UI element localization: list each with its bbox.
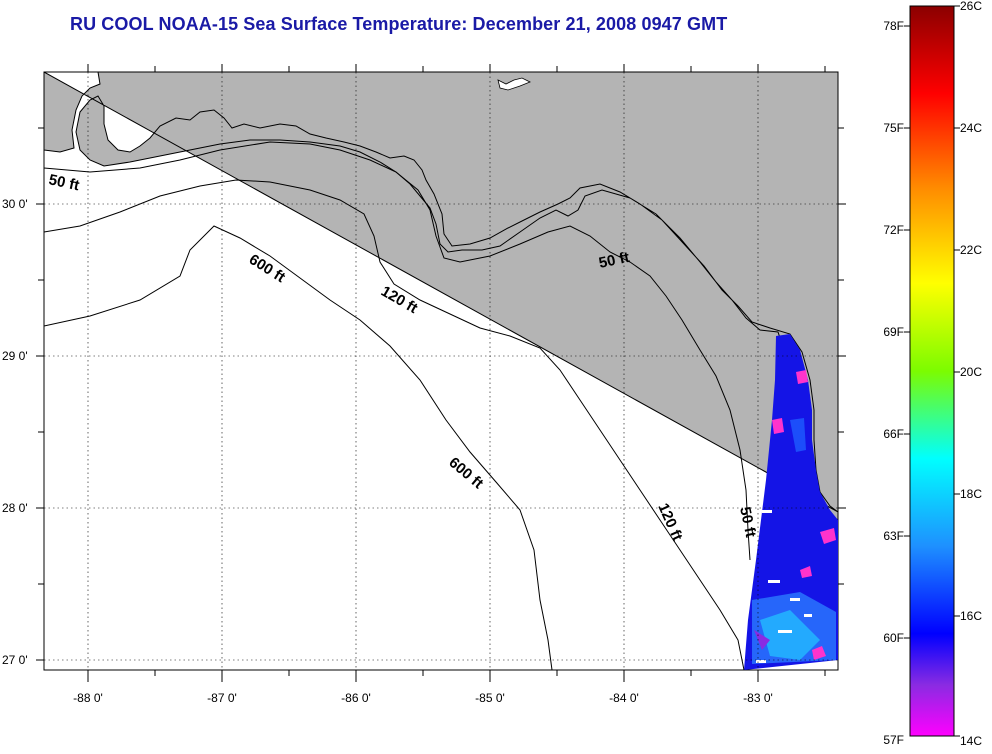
colorbar-f-72: 72F: [883, 223, 904, 237]
colorbar-f-60: 60F: [883, 631, 904, 645]
colorbar-f-78: 78F: [883, 19, 904, 33]
lon-label-85: -85 0': [475, 691, 505, 705]
colorbar-c-24: 24C: [960, 121, 982, 135]
lon-label-84: -84 0': [609, 691, 639, 705]
lat-label-29: 29 0': [2, 349, 28, 363]
lat-label-30: 30 0': [2, 197, 28, 211]
colorbar-f-75: 75F: [883, 121, 904, 135]
contour-label-50ft-north: 50 ft: [597, 249, 631, 272]
axis-ticks: [36, 64, 846, 682]
colorbar-f-57: 57F: [883, 733, 904, 747]
colorbar-c-22: 22C: [960, 243, 982, 257]
contour-50ft: [44, 141, 751, 561]
lat-lon-grid: [44, 72, 838, 670]
colorbar-c-18: 18C: [960, 487, 982, 501]
inland-lake: [497, 77, 531, 91]
colorbar-c-20: 20C: [960, 365, 982, 379]
colorbar-gradient: [909, 5, 955, 737]
land-mass: [44, 72, 838, 521]
colorbar-c-26: 26C: [960, 0, 982, 13]
lon-label-87: -87 0': [207, 691, 237, 705]
map-title: RU COOL NOAA-15 Sea Surface Temperature:…: [70, 14, 728, 34]
lon-label-86: -86 0': [341, 691, 371, 705]
depth-contours: [44, 141, 751, 670]
colorbar-c-14: 14C: [960, 734, 982, 748]
contour-label-50ft-west: 50 ft: [47, 171, 81, 194]
colorbar-f-63: 63F: [883, 529, 904, 543]
colorbar-f-69: 69F: [883, 325, 904, 339]
contour-label-50ft-south: 50 ft: [736, 505, 759, 539]
contour-600ft: [44, 225, 553, 670]
temperature-colorbar: 78F 75F 72F 69F 66F 63F 60F 57F 26C 24C …: [883, 0, 982, 748]
sst-swath: [744, 334, 838, 670]
contour-120ft: [44, 179, 745, 670]
lat-label-27: 27 0': [2, 653, 28, 667]
colorbar-c-16: 16C: [960, 609, 982, 623]
lon-label-83: -83 0': [743, 691, 773, 705]
lat-label-28: 28 0': [2, 501, 28, 515]
colorbar-f-66: 66F: [883, 427, 904, 441]
lon-label-88: -88 0': [73, 691, 103, 705]
